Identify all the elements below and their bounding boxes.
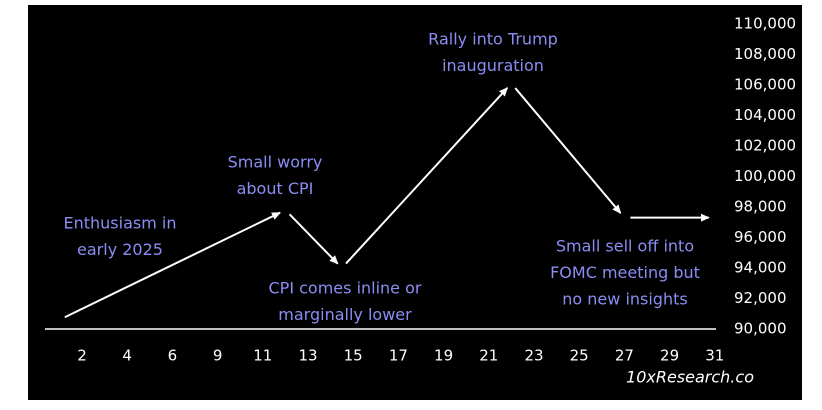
x-tick-label: 27 bbox=[615, 347, 634, 365]
annotation: about CPI bbox=[237, 179, 314, 198]
y-tick-label: 98,000 bbox=[734, 198, 787, 216]
x-tick-label: 25 bbox=[570, 347, 589, 365]
annotation: early 2025 bbox=[77, 240, 163, 259]
x-tick-label: 11 bbox=[253, 347, 272, 365]
x-tick-label: 31 bbox=[705, 347, 724, 365]
trend-arrow bbox=[288, 213, 339, 265]
y-tick-label: 106,000 bbox=[734, 76, 796, 94]
annotation: Enthusiasm in bbox=[64, 214, 177, 233]
x-tick-label: 23 bbox=[524, 347, 543, 365]
background bbox=[28, 5, 802, 400]
annotation: inauguration bbox=[442, 56, 544, 75]
x-tick-label: 17 bbox=[389, 347, 408, 365]
trend-arrow bbox=[64, 211, 281, 319]
y-tick-label: 104,000 bbox=[734, 106, 796, 124]
annotation: Small sell off into bbox=[556, 237, 694, 256]
y-tick-label: 92,000 bbox=[734, 289, 787, 307]
x-tick-label: 6 bbox=[168, 347, 178, 365]
x-tick-label: 29 bbox=[660, 347, 679, 365]
y-tick-label: 100,000 bbox=[734, 167, 796, 185]
x-tick-label: 2 bbox=[77, 347, 87, 365]
x-tick-label: 9 bbox=[213, 347, 223, 365]
y-tick-label: 90,000 bbox=[734, 320, 787, 338]
x-tick-label: 19 bbox=[434, 347, 453, 365]
annotation: Small worry bbox=[228, 153, 323, 172]
annotation: marginally lower bbox=[278, 305, 412, 324]
x-tick-label: 13 bbox=[298, 347, 317, 365]
annotation: FOMC meeting but bbox=[550, 263, 700, 282]
source: 10xResearch.co bbox=[626, 368, 754, 387]
y-tick-label: 102,000 bbox=[734, 137, 796, 155]
annotation: no new insights bbox=[562, 290, 687, 309]
y-tick-label: 96,000 bbox=[734, 228, 787, 246]
y-tick-label: 110,000 bbox=[734, 15, 796, 33]
x-tick-label: 15 bbox=[344, 347, 363, 365]
annotation: CPI comes inline or bbox=[269, 279, 422, 298]
x-tick-label: 21 bbox=[479, 347, 498, 365]
trend-arrow bbox=[345, 87, 509, 265]
x-tick-label: 4 bbox=[122, 347, 132, 365]
trend-arrow bbox=[514, 87, 622, 214]
y-tick-label: 108,000 bbox=[734, 45, 796, 63]
y-tick-label: 94,000 bbox=[734, 259, 787, 277]
annotation: Rally into Trump bbox=[428, 30, 558, 49]
